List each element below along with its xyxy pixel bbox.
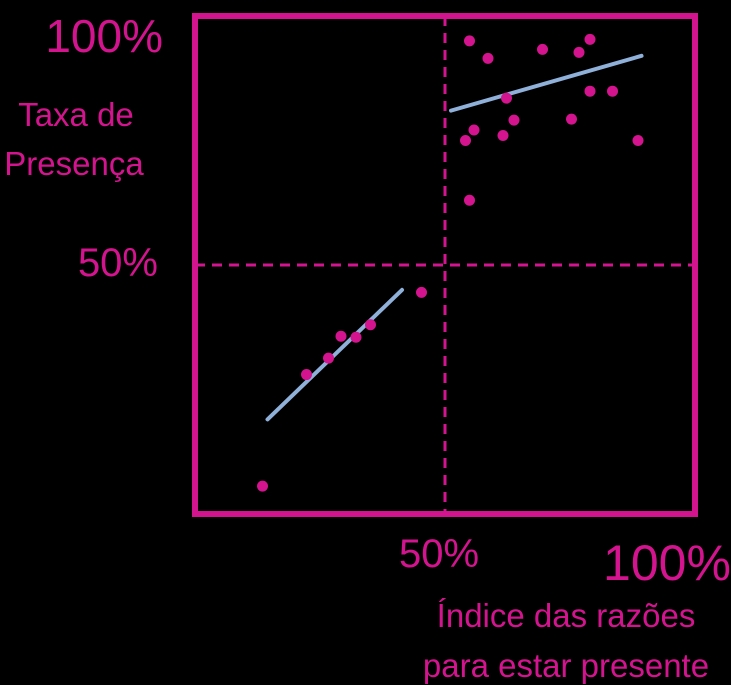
data-point-s2-15 [464,194,475,206]
data-point-s1-4 [335,330,347,342]
data-point-s1-7 [416,286,427,298]
data-point-s1-3 [323,352,334,364]
y-tick-label-50: 50% [78,241,158,285]
data-point-s2-6 [501,92,512,104]
data-point-s2-12 [460,135,471,146]
data-point-s2-7 [584,85,596,97]
x-tick-label-50: 50% [399,532,479,576]
x-axis-label-line-1: Índice das razões [437,597,696,634]
data-point-s1-1 [257,480,268,492]
data-point-s1-5 [350,331,362,343]
data-point-s2-5 [584,33,596,45]
y-tick-label-100: 100% [45,10,163,62]
data-point-s1-6 [365,319,376,331]
data-point-s2-11 [468,124,480,136]
plot-frame [192,13,698,517]
data-point-s2-4 [573,46,585,58]
trend-line-2 [449,53,644,113]
data-point-s2-3 [537,43,548,55]
plot-area [192,13,698,517]
data-point-s2-1 [464,35,475,47]
data-point-s1-2 [301,369,312,381]
data-point-s2-13 [497,130,509,142]
x-axis-label-line-2: para estar presente [423,647,709,684]
y-axis-label-line-1: Taxa de [18,96,134,133]
y-axis-label-line-2: Presença [4,145,144,182]
x-tick-label-100: 100% [603,535,731,591]
data-point-s2-2 [482,52,494,64]
data-point-s2-10 [566,113,577,125]
data-point-s2-8 [607,85,618,97]
data-point-s2-9 [508,114,520,126]
trend-line-1 [265,287,404,422]
data-point-s2-14 [632,135,644,146]
